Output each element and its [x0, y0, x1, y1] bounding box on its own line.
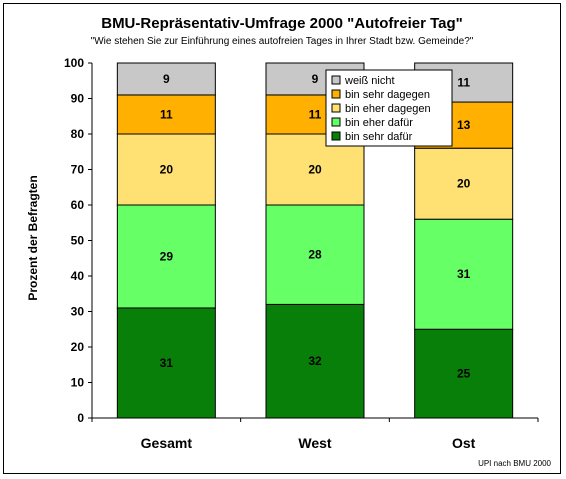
- data-label-ost-bin-sehr-dagegen: 13: [457, 118, 471, 132]
- x-tick-label-gesamt: Gesamt: [141, 435, 193, 451]
- y-tick-label-70: 70: [71, 163, 85, 177]
- legend-swatch-bin-sehr-dagegen: [331, 89, 341, 99]
- y-tick-label-40: 40: [71, 269, 85, 283]
- x-tick-label-ost: Ost: [452, 435, 476, 451]
- bar-west-bin-eher-dafuer: [265, 204, 365, 305]
- data-label-gesamt-bin-eher-dafuer: 29: [160, 249, 174, 263]
- legend-swatch-bin-eher-dagegen: [331, 103, 341, 113]
- legend: weiß nicht bin sehr dagegen bin eher dageg…: [325, 69, 453, 147]
- legend-box: [325, 69, 453, 147]
- data-label-west-weiss-nicht: 9: [312, 72, 319, 86]
- data-label-west-bin-sehr-dagegen: 11: [309, 107, 322, 121]
- data-label-west-bin-sehr-dafuer: 32: [308, 354, 322, 368]
- source-note: UPI nach BMU 2000: [478, 459, 551, 468]
- data-label-gesamt-bin-eher-dagegen: 20: [160, 163, 174, 177]
- data-label-gesamt-bin-sehr-dagegen: 11: [160, 107, 173, 121]
- chart-subtitle: "Wie stehen Sie zur Einführung eines aut…: [91, 36, 474, 47]
- bar-ost-bin-eher-dagegen: [414, 147, 514, 220]
- data-label-gesamt-bin-sehr-dafuer: 31: [160, 356, 174, 370]
- legend-label-bin-sehr-dafuer: bin sehr dafür: [345, 131, 413, 143]
- plot-area: 31 29 20 11 9 Gesamt 32 28 20 11 9 West 25 31 20 13 11 Os…: [64, 56, 539, 451]
- legend-swatch-bin-sehr-dafuer: [331, 131, 341, 141]
- legend-label-bin-eher-dagegen: bin eher dagegen: [345, 103, 431, 115]
- legend-label-bin-eher-dafuer: bin eher dafür: [345, 117, 413, 129]
- legend-label-bin-sehr-dagegen: bin sehr dagegen: [345, 89, 430, 101]
- bar-gesamt-weiss-nicht: [116, 62, 216, 96]
- data-label-west-bin-eher-dafuer: 28: [308, 248, 322, 262]
- y-tick-label-0: 0: [77, 411, 84, 425]
- bar-ost-bin-eher-dafuer: [414, 218, 514, 330]
- bar-gesamt-bin-eher-dagegen: [116, 133, 216, 206]
- data-label-ost-bin-sehr-dafuer: 25: [457, 367, 471, 381]
- legend-label-weiss-nicht: weiß nicht: [344, 75, 395, 87]
- data-label-ost-bin-eher-dagegen: 20: [457, 177, 471, 191]
- data-label-gesamt-weiss-nicht: 9: [163, 72, 170, 86]
- y-tick-label-80: 80: [71, 127, 85, 141]
- chart-title: BMU-Repräsentativ-Umfrage 2000 "Autofrei…: [101, 15, 463, 32]
- y-tick-label-60: 60: [71, 198, 85, 212]
- y-tick-label-90: 90: [71, 92, 85, 106]
- chart-frame: BMU-Repräsentativ-Umfrage 2000 "Autofrei…: [3, 3, 561, 474]
- bar-gesamt-bin-sehr-dagegen: [116, 94, 216, 135]
- y-tick-label-20: 20: [71, 340, 85, 354]
- stacked-bar-chart: BMU-Repräsentativ-Umfrage 2000 "Autofrei…: [26, 15, 552, 468]
- bar-gesamt-bin-sehr-dafuer: [116, 307, 216, 419]
- y-tick-label-10: 10: [71, 376, 85, 390]
- legend-swatch-weiss-nicht: [331, 75, 341, 85]
- y-axis-label: Prozent der Befragten: [26, 175, 40, 300]
- x-tick-label-west: West: [298, 435, 332, 451]
- y-tick-label-30: 30: [71, 305, 85, 319]
- data-label-ost-weiss-nicht: 11: [457, 76, 470, 90]
- y-tick-label-100: 100: [64, 56, 84, 70]
- data-label-ost-bin-eher-dafuer: 31: [457, 267, 471, 281]
- data-label-west-bin-eher-dagegen: 20: [308, 163, 322, 177]
- legend-swatch-bin-eher-dafuer: [331, 117, 341, 127]
- y-tick-label-50: 50: [71, 234, 85, 248]
